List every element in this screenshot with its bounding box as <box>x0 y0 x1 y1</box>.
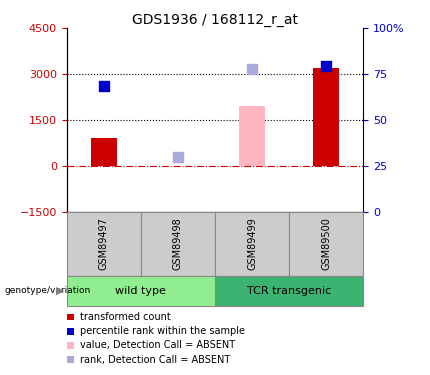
Text: GSM89499: GSM89499 <box>247 217 257 270</box>
Point <box>175 154 181 160</box>
Bar <box>313 68 339 166</box>
Bar <box>67 276 215 306</box>
Bar <box>141 212 215 276</box>
Text: GDS1936 / 168112_r_at: GDS1936 / 168112_r_at <box>132 13 298 27</box>
Bar <box>215 276 363 306</box>
Bar <box>67 212 141 276</box>
Point <box>100 83 107 89</box>
Text: rank, Detection Call = ABSENT: rank, Detection Call = ABSENT <box>80 355 230 364</box>
Bar <box>91 138 117 166</box>
Text: percentile rank within the sample: percentile rank within the sample <box>80 326 245 336</box>
Point <box>323 63 330 69</box>
Text: GSM89500: GSM89500 <box>321 217 331 270</box>
Text: transformed count: transformed count <box>80 312 170 322</box>
Text: GSM89497: GSM89497 <box>99 217 109 270</box>
Point <box>249 66 255 72</box>
Text: GSM89498: GSM89498 <box>173 217 183 270</box>
Text: TCR transgenic: TCR transgenic <box>247 286 331 296</box>
Text: ▶: ▶ <box>56 286 64 296</box>
Text: value, Detection Call = ABSENT: value, Detection Call = ABSENT <box>80 340 235 350</box>
Text: genotype/variation: genotype/variation <box>4 286 91 295</box>
Bar <box>239 106 265 166</box>
Bar <box>215 212 289 276</box>
Bar <box>289 212 363 276</box>
Text: wild type: wild type <box>115 286 166 296</box>
